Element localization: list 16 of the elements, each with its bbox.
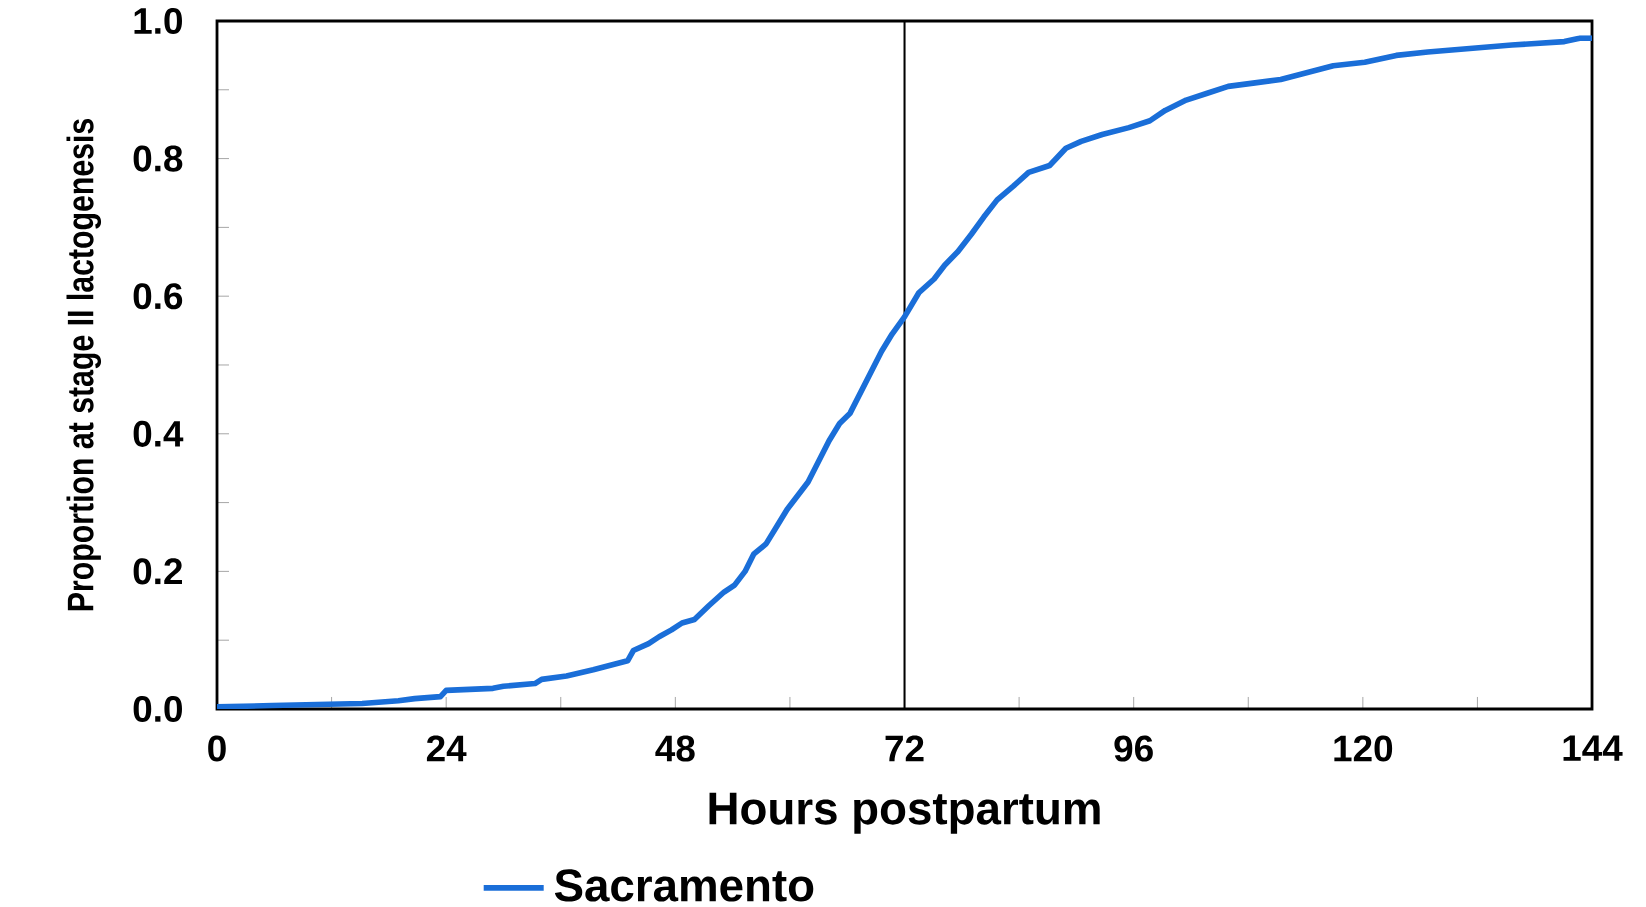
x-tick-label: 48 [655,735,695,762]
legend-label: Sacramento [554,869,814,902]
y-tick-label: 0.2 [133,558,182,585]
x-axis-title: Hours postpartum [709,792,1100,834]
y-tick-label: 0.6 [133,283,183,310]
x-tick-label: 120 [1334,735,1393,762]
y-tick-label: 1.0 [134,7,182,35]
y-tick-label: 0.8 [133,145,183,172]
x-tick-label: 0 [208,735,226,762]
x-tick-label: 24 [426,735,467,762]
y-tick-label: 0.0 [133,695,182,723]
y-axis-title: Proportion at stage II lactogenesis [66,119,102,611]
y-tick-label: 0.4 [133,420,184,447]
x-tick-label: 144 [1563,735,1623,761]
x-tick-label: 96 [1114,735,1153,762]
x-tick-label: 72 [885,735,924,762]
